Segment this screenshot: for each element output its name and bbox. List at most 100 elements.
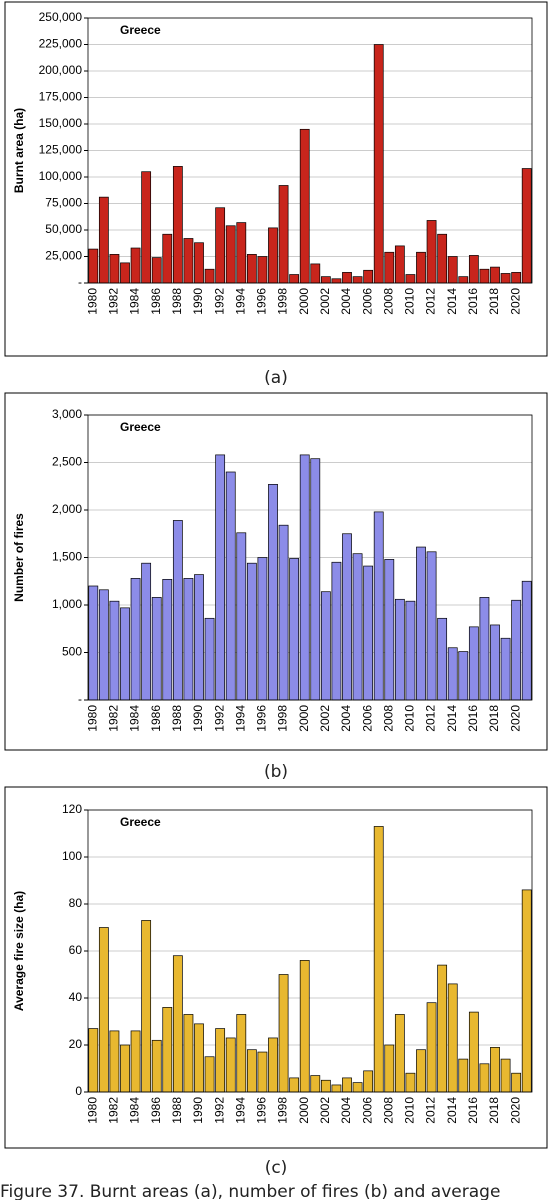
x-tick-label: 1984 [128, 1097, 142, 1124]
x-tick-label: 1980 [85, 705, 99, 732]
x-tick-label: 1994 [233, 705, 247, 732]
y-tick-label: 2,000 [52, 502, 82, 516]
bar [320, 1079, 331, 1093]
x-tick-label: 1996 [255, 288, 269, 315]
bar [405, 600, 416, 701]
y-tick-label: 100,000 [39, 169, 83, 183]
bar [384, 251, 395, 284]
bar [289, 1077, 300, 1093]
bar [289, 274, 300, 284]
chart-title: Greece [120, 420, 161, 434]
bar [98, 196, 109, 284]
y-tick-label: 60 [69, 943, 83, 957]
x-tick-label: 2000 [297, 1097, 311, 1124]
x-tick-label: 1990 [191, 705, 205, 732]
x-tick-label: 2008 [381, 705, 395, 732]
x-tick-label: 2014 [445, 288, 459, 315]
y-tick-label: 20 [69, 1037, 83, 1051]
y-axis-label: Number of fires [12, 513, 26, 602]
x-tick-label: 1984 [128, 705, 142, 732]
bar [331, 278, 342, 284]
bar [130, 578, 141, 701]
bar [88, 248, 99, 284]
bar [141, 920, 152, 1093]
bar [109, 600, 120, 701]
bar [320, 276, 331, 284]
bar [268, 1037, 278, 1093]
x-tick-label: 1986 [149, 1097, 163, 1124]
y-tick-label: 50,000 [45, 222, 82, 236]
x-tick-label: 2012 [424, 1097, 438, 1124]
bar [172, 166, 183, 284]
bar [310, 1075, 321, 1093]
bar [246, 254, 257, 284]
x-tick-label: 2018 [487, 705, 501, 732]
x-tick-label: 2004 [339, 288, 353, 315]
bar [310, 458, 321, 701]
bar [468, 255, 479, 284]
bar [172, 955, 183, 1093]
y-tick-label: 225,000 [39, 37, 83, 51]
bar [500, 273, 511, 284]
y-tick-label: - [78, 692, 82, 706]
bar [468, 626, 479, 701]
bar [151, 257, 162, 284]
bar [384, 1044, 395, 1093]
bar [490, 624, 500, 701]
bar [394, 245, 405, 284]
plot-border [87, 809, 533, 1093]
bar [162, 578, 173, 701]
bar [183, 1014, 194, 1093]
x-tick-label: 2014 [445, 705, 459, 732]
bar [342, 533, 352, 701]
bar [278, 524, 289, 701]
bar [268, 484, 278, 701]
bar [215, 454, 226, 701]
bar [215, 207, 226, 284]
x-tick-label: 1998 [276, 705, 290, 732]
bar [521, 580, 532, 701]
bar [458, 1058, 469, 1093]
bar [437, 964, 448, 1093]
bar [373, 826, 384, 1093]
plot-border [87, 17, 533, 284]
y-tick-label: 1,000 [52, 597, 82, 611]
bar [373, 44, 384, 284]
x-tick-label: 1982 [107, 288, 121, 315]
bar [120, 262, 130, 284]
bar [88, 1028, 99, 1093]
bar [215, 1028, 226, 1093]
bar [120, 607, 130, 701]
x-tick-label: 1988 [170, 1097, 184, 1124]
x-tick-label: 2010 [403, 1097, 417, 1124]
x-tick-label: 2000 [297, 288, 311, 315]
bar [299, 128, 310, 284]
bar [310, 263, 321, 284]
y-tick-label: - [78, 275, 82, 289]
bar [278, 974, 289, 1093]
bar [236, 532, 247, 701]
bar [236, 222, 247, 284]
chart-caption: (a) [264, 368, 288, 388]
bar [109, 1030, 120, 1093]
y-tick-label: 3,000 [52, 407, 82, 421]
x-tick-label: 1998 [276, 1097, 290, 1124]
plot-border [87, 414, 533, 701]
x-tick-label: 2012 [424, 288, 438, 315]
bar [521, 168, 532, 284]
bar [257, 1051, 268, 1093]
bar [363, 1070, 374, 1093]
x-tick-label: 1990 [191, 288, 205, 315]
bar [416, 546, 426, 701]
bar [511, 1072, 522, 1093]
y-tick-label: 150,000 [39, 116, 83, 130]
bar [151, 597, 162, 701]
x-tick-label: 2012 [424, 705, 438, 732]
x-tick-label: 1980 [85, 288, 99, 315]
bar [342, 272, 352, 284]
bar [225, 1037, 236, 1093]
chart-frame [4, 1, 548, 357]
bar [98, 927, 109, 1093]
bar [479, 268, 490, 284]
